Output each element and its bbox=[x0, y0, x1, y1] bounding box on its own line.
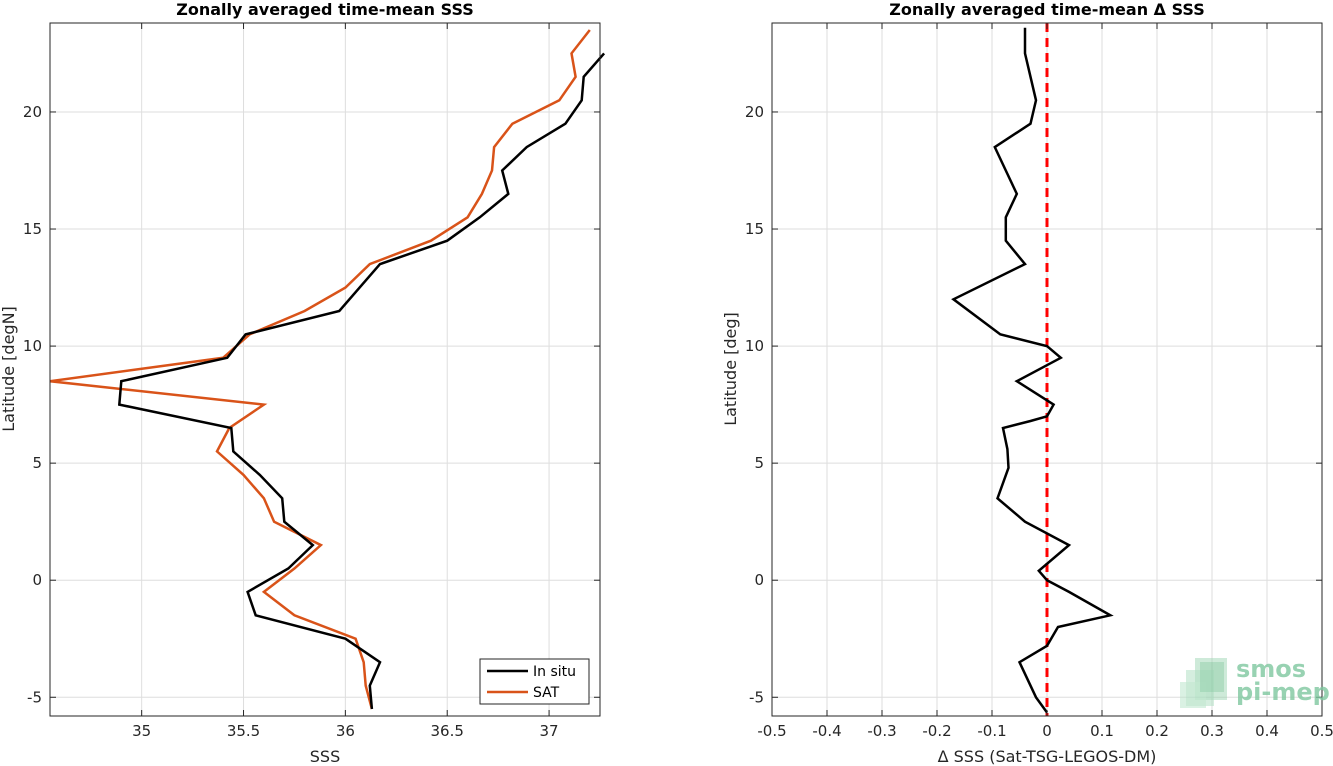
y-tick-label: 0 bbox=[754, 571, 764, 589]
x-tick-label: 0 bbox=[1042, 722, 1052, 740]
y-tick-label: -5 bbox=[27, 688, 42, 706]
smos-pimep-logo: smos pi-mep bbox=[1180, 655, 1330, 708]
ticks: -0.5 -0.4 -0.3 -0.2 -0.1 0 0.1 0.2 0.3 0.4 0.5 -5 0 5… bbox=[745, 23, 1333, 740]
legend-label-in-situ: In situ bbox=[533, 664, 576, 680]
grid bbox=[50, 23, 600, 716]
sat-line bbox=[49, 29, 591, 710]
delta-sss-line bbox=[951, 27, 1114, 714]
y-axis-label: Latitude [degN] bbox=[0, 306, 18, 432]
y-axis-label: Latitude [deg] bbox=[721, 312, 740, 426]
y-tick-label: 20 bbox=[745, 103, 764, 121]
plot-frame bbox=[49, 22, 601, 717]
y-tick-label: 5 bbox=[32, 454, 42, 472]
y-tick-label: 10 bbox=[745, 337, 764, 355]
x-tick-label: 0.5 bbox=[1310, 722, 1333, 740]
in-situ-line bbox=[117, 52, 606, 710]
x-tick-label: -0.2 bbox=[922, 722, 951, 740]
legend-box bbox=[479, 658, 590, 705]
series-group bbox=[951, 23, 1114, 716]
logo-icon bbox=[1180, 658, 1227, 708]
x-tick-label: 0.2 bbox=[1145, 722, 1169, 740]
x-tick-label: -0.3 bbox=[867, 722, 896, 740]
y-tick-label: 0 bbox=[32, 571, 42, 589]
y-tick-label: 20 bbox=[23, 103, 42, 121]
x-tick-label: -0.1 bbox=[977, 722, 1006, 740]
ticks: 35 35.5 36 36.5 37 -5 0 5 10 15 20 bbox=[23, 23, 600, 740]
x-tick-label: 0.1 bbox=[1090, 722, 1114, 740]
x-tick-label: -0.4 bbox=[812, 722, 841, 740]
chart-title: Zonally averaged time-mean SSS bbox=[176, 0, 474, 19]
x-tick-label: 36.5 bbox=[431, 722, 464, 740]
sss-chart: 35 35.5 36 36.5 37 -5 0 5 10 15 20 Zonally average… bbox=[0, 0, 606, 766]
x-tick-label: 37 bbox=[540, 722, 559, 740]
delta-sss-chart: -0.5 -0.4 -0.3 -0.2 -0.1 0 0.1 0.2 0.3 0.4 0.5 -5 0 5… bbox=[721, 0, 1333, 766]
x-tick-label: -0.5 bbox=[757, 722, 786, 740]
x-tick-label: 0.4 bbox=[1255, 722, 1279, 740]
x-tick-label: 35 bbox=[132, 722, 151, 740]
x-tick-label: 36 bbox=[336, 722, 355, 740]
y-tick-label: 15 bbox=[745, 220, 764, 238]
x-axis-label: SSS bbox=[310, 747, 340, 766]
y-tick-label: -5 bbox=[749, 688, 764, 706]
x-axis-label: Δ SSS (Sat-TSG-LEGOS-DM) bbox=[938, 747, 1157, 766]
series-group bbox=[49, 29, 606, 710]
logo-line2: pi-mep bbox=[1236, 678, 1330, 706]
x-tick-label: 0.3 bbox=[1200, 722, 1224, 740]
legend: In situ SAT bbox=[479, 658, 590, 705]
y-tick-label: 10 bbox=[23, 337, 42, 355]
legend-label-sat: SAT bbox=[533, 685, 560, 701]
y-tick-label: 15 bbox=[23, 220, 42, 238]
chart-title: Zonally averaged time-mean Δ SSS bbox=[889, 0, 1205, 19]
logo-line1: smos bbox=[1236, 655, 1306, 683]
x-tick-label: 35.5 bbox=[227, 722, 260, 740]
y-tick-label: 5 bbox=[754, 454, 764, 472]
